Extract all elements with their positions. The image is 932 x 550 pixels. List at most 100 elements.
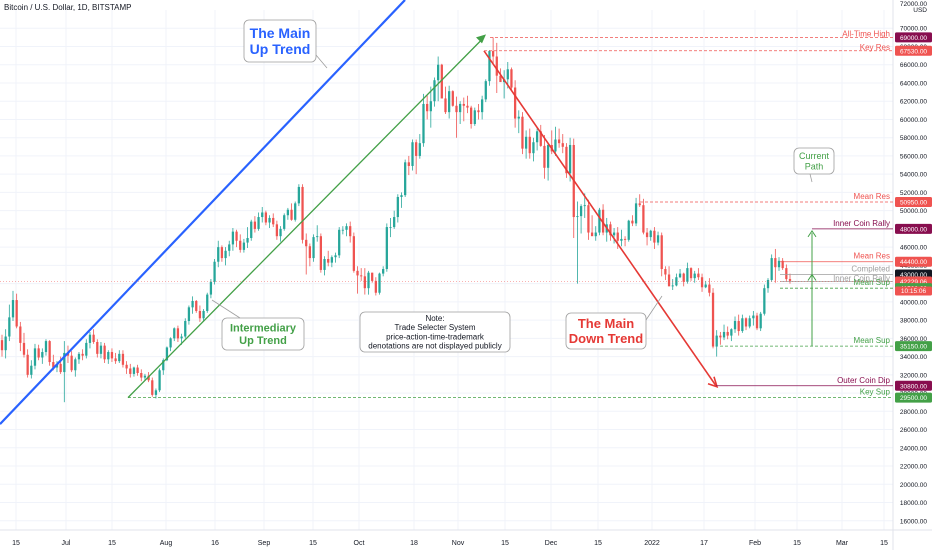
price-tag-text: 44400.00 <box>900 259 927 266</box>
candle-body <box>598 209 601 233</box>
candle-body <box>213 261 216 282</box>
main-uptrend-line <box>0 0 406 425</box>
candle-body <box>437 64 440 81</box>
candle-body <box>645 232 649 238</box>
candle-body <box>664 269 667 275</box>
candle-body <box>294 203 297 220</box>
candle-body <box>228 244 231 251</box>
price-tag-text: 48000.00 <box>900 226 927 233</box>
x-tick-label: 18 <box>410 540 418 547</box>
candle-body <box>184 321 187 337</box>
candle-body <box>33 348 37 366</box>
candle-body <box>594 232 597 237</box>
candle-body <box>22 342 26 355</box>
candle-body <box>528 136 531 154</box>
candle-body <box>396 196 399 218</box>
candle-body <box>730 329 733 336</box>
candle-body <box>711 292 715 347</box>
candle-body <box>253 221 257 229</box>
y-tick-label: 64000.00 <box>900 80 927 87</box>
candle-body <box>132 367 136 374</box>
candle-body <box>682 273 685 282</box>
x-tick-label: 15 <box>793 540 801 547</box>
level-label: Inner Coin Rally <box>833 274 890 283</box>
candle-body <box>151 380 154 395</box>
candle-body <box>623 238 627 240</box>
x-tick-label: Oct <box>354 540 365 547</box>
candle-body <box>561 143 564 147</box>
candle-body <box>286 209 290 216</box>
candle-body <box>77 353 81 360</box>
level-label: Mean Res <box>854 192 890 201</box>
currency-label: USD <box>913 7 927 14</box>
x-tick-label: Dec <box>545 540 558 547</box>
candle-body <box>374 280 377 293</box>
candle-body <box>19 326 22 343</box>
candle-body <box>444 98 447 113</box>
current-path-callout-box <box>793 147 835 175</box>
candle-body <box>206 294 209 311</box>
candle-body <box>15 300 18 327</box>
candle-body <box>693 273 696 279</box>
candle-body <box>609 224 612 236</box>
note-box-box <box>359 311 511 353</box>
candle-body <box>415 142 418 156</box>
candle-body <box>440 64 443 99</box>
candle-body <box>173 328 176 339</box>
y-tick-label: 56000.00 <box>900 153 927 160</box>
candle-body <box>748 318 751 327</box>
candle-body <box>407 162 410 166</box>
price-tag-text: 42229.06 <box>900 279 927 286</box>
candle-body <box>349 226 352 237</box>
candle-body <box>488 51 491 82</box>
intermediary-callout-line: Up Trend <box>239 335 287 347</box>
candle-body <box>305 239 308 247</box>
candle-body <box>455 105 458 113</box>
candle-body <box>587 205 590 233</box>
candle-body <box>448 91 451 113</box>
y-tick-label: 32000.00 <box>900 372 927 379</box>
y-tick-label: 70000.00 <box>900 26 927 33</box>
candle-body <box>378 273 381 293</box>
candle-body <box>517 116 520 119</box>
candle-body <box>275 224 279 237</box>
candle-body <box>480 99 484 113</box>
countdown-tag: 10:15:06 <box>901 288 927 295</box>
candle-body <box>297 186 301 204</box>
candle-body <box>224 250 227 259</box>
candle-body <box>176 328 180 339</box>
candle-body <box>506 69 509 80</box>
candle-body <box>147 375 150 381</box>
candle-body <box>554 139 557 152</box>
candle-body <box>627 220 630 240</box>
candle-body <box>755 315 759 329</box>
price-tag-text: 69000.00 <box>900 35 927 42</box>
candle-body <box>634 203 638 224</box>
candle-body <box>272 217 275 225</box>
candle-body <box>103 345 106 360</box>
level-label: Mean Res <box>854 252 890 261</box>
y-tick-label: 40000.00 <box>900 299 927 306</box>
note-box-line: denotations are not displayed publicly <box>368 342 501 351</box>
candle-body <box>41 352 44 358</box>
candle-body <box>462 103 465 106</box>
candle-body <box>535 131 539 143</box>
candle-body <box>316 236 319 238</box>
candle-body <box>642 205 645 233</box>
y-tick-label: 54000.00 <box>900 172 927 179</box>
chart-header-title: Bitcoin / U.S. Dollar, 1D, BITSTAMP <box>4 3 132 12</box>
candle-body <box>136 367 139 374</box>
candle-body <box>484 81 487 100</box>
x-tick-label: 17 <box>700 540 708 547</box>
candle-body <box>4 336 7 351</box>
candle-body <box>426 103 429 112</box>
candle-body <box>495 56 498 76</box>
main-uptrend-callout-tail <box>315 54 328 69</box>
candle-body <box>422 103 425 144</box>
candle-body <box>198 310 202 319</box>
candle-body <box>733 321 737 330</box>
y-tick-label: 50000.00 <box>900 208 927 215</box>
candle-body <box>781 260 784 269</box>
candle-body <box>583 205 586 207</box>
